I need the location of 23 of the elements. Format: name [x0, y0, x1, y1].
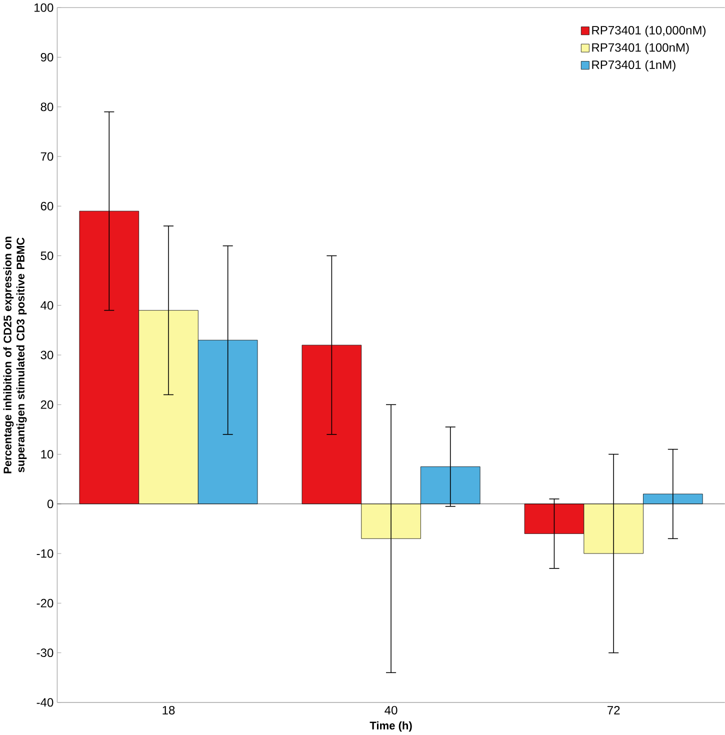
y-tick-label: 30	[40, 350, 54, 360]
x-tick-label: 72	[607, 706, 620, 714]
y-tick-label: 20	[40, 400, 54, 409]
y-tick-label: 90	[40, 52, 54, 62]
y-tick-label: 50	[40, 251, 54, 260]
y-tick-label: 40	[40, 301, 54, 310]
x-axis-title: Time (h)	[370, 721, 412, 732]
y-tick-label: 10	[41, 450, 54, 459]
y-tick-label: -30	[36, 648, 54, 658]
legend-label: RP73401 (1nM)	[592, 60, 676, 72]
y-tick-label: 100	[34, 3, 54, 12]
y-tick-label: 80	[40, 102, 54, 112]
y-tick-label: -20	[36, 598, 54, 608]
y-tick-label: 70	[40, 152, 54, 161]
y-axis-title: Percentage inhibition of CD25 expression on superantigen stimulated CD3 positive PBMC	[3, 236, 27, 474]
x-tick-label: 18	[162, 706, 175, 714]
legend-label: RP73401 (100nM)	[592, 42, 689, 54]
y-tick-label: -10	[36, 549, 54, 558]
y-tick-label: 0	[47, 500, 54, 508]
y-tick-label: 60	[40, 202, 54, 210]
legend-label: RP73401 (10,000nM)	[592, 26, 706, 37]
y-tick-label: -40	[36, 698, 54, 707]
x-tick-label: 40	[384, 706, 398, 714]
